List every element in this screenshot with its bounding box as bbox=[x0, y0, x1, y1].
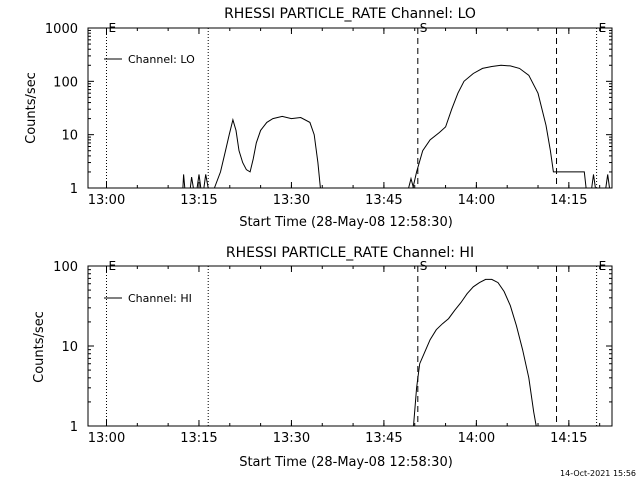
event-marker-label-lo: S bbox=[420, 21, 428, 35]
chart-title-hi: RHESSI PARTICLE_RATE Channel: HI bbox=[226, 245, 474, 261]
y-tick-label-lo: 100 bbox=[53, 75, 78, 90]
x-tick-label-lo: 13:30 bbox=[273, 193, 310, 208]
event-marker-label-hi: S bbox=[420, 259, 428, 273]
y-tick-label-lo: 1 bbox=[70, 182, 78, 197]
x-tick-label-hi: 14:15 bbox=[550, 431, 587, 446]
series-line-lo bbox=[189, 177, 194, 188]
legend-label-lo: Channel: LO bbox=[128, 53, 195, 66]
x-tick-label-hi: 13:00 bbox=[88, 431, 125, 446]
x-tick-label-lo: 13:15 bbox=[180, 193, 217, 208]
x-axis-label-hi: Start Time (28-May-08 12:58:30) bbox=[239, 455, 453, 470]
y-tick-label-hi: 10 bbox=[61, 340, 78, 355]
event-marker-label-hi: E bbox=[108, 259, 116, 273]
event-marker-label-lo: E bbox=[108, 21, 116, 35]
series-line-lo bbox=[213, 115, 321, 188]
panel-lo: RHESSI PARTICLE_RATE Channel: LO Start T… bbox=[24, 6, 613, 230]
y-tick-label-hi: 100 bbox=[53, 260, 78, 275]
y-tick-label-hi: 1 bbox=[70, 420, 78, 435]
y-axis-label-hi: Counts/sec bbox=[32, 311, 47, 383]
x-tick-label-hi: 14:00 bbox=[458, 431, 495, 446]
series-line-lo bbox=[182, 174, 186, 188]
x-tick-label-hi: 13:15 bbox=[180, 431, 217, 446]
panel-hi: RHESSI PARTICLE_RATE Channel: HI Start T… bbox=[32, 245, 613, 470]
plot-frame-hi bbox=[87, 265, 613, 427]
x-tick-label-lo: 14:00 bbox=[458, 193, 495, 208]
x-tick-label-lo: 14:15 bbox=[550, 193, 587, 208]
x-tick-label-lo: 13:45 bbox=[365, 193, 402, 208]
series-line-lo bbox=[196, 174, 202, 188]
x-axis-label-lo: Start Time (28-May-08 12:58:30) bbox=[239, 215, 453, 230]
series-line-lo bbox=[203, 174, 209, 188]
legend-label-hi: Channel: HI bbox=[128, 292, 192, 305]
chart-title-lo: RHESSI PARTICLE_RATE Channel: LO bbox=[224, 6, 476, 22]
footer-timestamp: 14-Oct-2021 15:56 bbox=[560, 469, 636, 478]
y-tick-label-lo: 10 bbox=[61, 129, 78, 144]
x-tick-label-lo: 13:00 bbox=[88, 193, 125, 208]
event-marker-label-hi: E bbox=[599, 259, 607, 273]
series-line-lo bbox=[408, 176, 414, 188]
plot-frame-lo bbox=[87, 27, 613, 189]
x-tick-label-hi: 13:30 bbox=[273, 431, 310, 446]
series-line-lo bbox=[605, 174, 610, 188]
x-tick-label-hi: 13:45 bbox=[365, 431, 402, 446]
event-marker-label-lo: E bbox=[599, 21, 607, 35]
series-line-hi bbox=[413, 278, 537, 426]
y-axis-label-lo: Counts/sec bbox=[24, 72, 39, 144]
series-line-lo bbox=[591, 174, 596, 188]
y-tick-label-lo: 1000 bbox=[45, 22, 78, 37]
series-line-lo bbox=[412, 64, 587, 188]
